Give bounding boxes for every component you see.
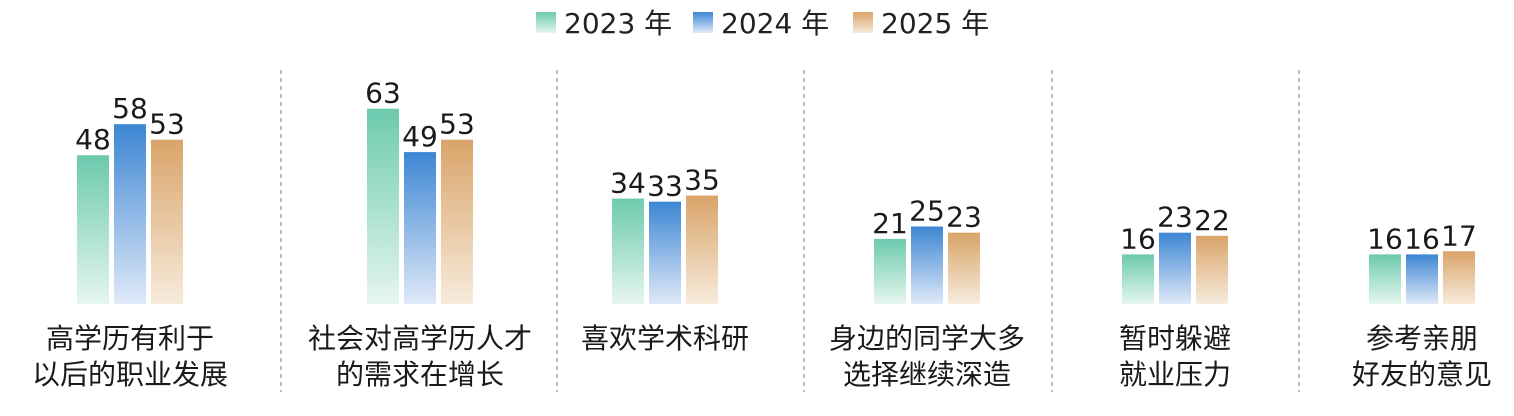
bar [1159,232,1191,304]
bar [1196,235,1228,304]
category-label: 高学历有利于以后的职业发展 [32,322,228,391]
bar [367,108,399,304]
category-label: 喜欢学术科研 [581,322,749,355]
category-labels: 高学历有利于以后的职业发展 社会对高学历人才的需求在增长 喜欢学术科研 身边的同学大多… [32,322,1492,391]
bar-group: 16 16 17 [1367,219,1477,304]
bar [1406,254,1438,304]
bar [1369,254,1401,304]
bar [649,201,681,304]
data-label: 25 [909,195,945,228]
bar [686,195,718,304]
data-label: 21 [872,207,908,240]
data-label: 63 [365,77,401,110]
category-label: 身边的同学大多选择继续深造 [829,322,1025,391]
data-label: 16 [1404,222,1440,255]
category-label: 暂时躲避就业压力 [1119,322,1231,391]
bar [77,155,109,304]
bar [874,238,906,304]
legend-label: 2025 年 [881,7,989,40]
bar-group: 21 25 23 [872,195,982,304]
data-label: 16 [1367,222,1403,255]
bar [948,232,980,304]
data-label: 34 [610,167,646,200]
data-label: 49 [402,120,438,153]
data-label: 17 [1441,219,1477,252]
bar [911,226,943,304]
data-label: 53 [149,108,185,141]
bar [441,139,473,304]
data-label: 22 [1194,204,1230,237]
bar [1443,251,1475,304]
data-label: 58 [112,92,148,125]
legend-item: 2024 年 [693,7,829,40]
legend-item: 2025 年 [853,7,989,40]
legend-label: 2024 年 [721,7,829,40]
legend-swatch [853,12,873,33]
category-label: 参考亲朋好友的意见 [1352,322,1492,391]
data-label: 53 [439,108,475,141]
bar [404,152,436,304]
legend-swatch [536,12,556,33]
legend-swatch [693,12,713,33]
data-label: 23 [1157,201,1193,234]
group-separators [280,70,1300,392]
data-label: 23 [946,201,982,234]
data-label: 48 [75,123,111,156]
category-label: 社会对高学历人才的需求在增长 [308,322,532,391]
data-label: 35 [684,164,720,197]
legend-label: 2023 年 [564,7,672,40]
data-label: 33 [647,170,683,203]
legend: 2023 年 2024 年 2025 年 [536,7,989,40]
legend-item: 2023 年 [536,7,672,40]
bar [114,124,146,304]
bar-group: 34 33 35 [610,164,720,304]
bar [1122,254,1154,304]
data-label: 16 [1120,222,1156,255]
bar [612,198,644,304]
bar [151,139,183,304]
